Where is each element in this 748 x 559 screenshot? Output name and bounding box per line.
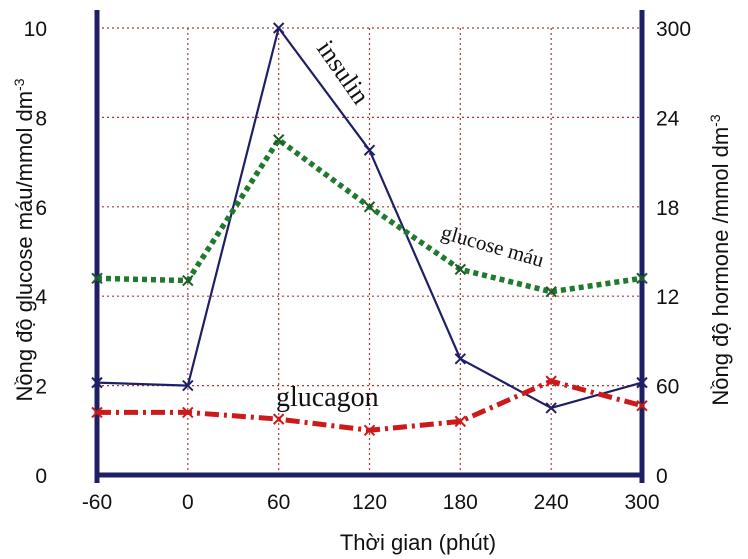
y-right-tick-label: 300 xyxy=(656,18,691,41)
x-tick-label: 180 xyxy=(443,491,478,514)
marker-stroke xyxy=(272,22,285,34)
glucagon-point xyxy=(454,415,467,428)
marker-stroke xyxy=(454,263,467,276)
marker-stroke xyxy=(272,134,285,146)
insulin-point xyxy=(91,376,103,389)
y-left-tick-label: 4 xyxy=(35,286,47,309)
y-right-title-superscript: -3 xyxy=(707,114,723,127)
glucose-mu-point xyxy=(272,134,285,146)
marker-stroke xyxy=(182,406,194,419)
marker-stroke xyxy=(454,415,467,428)
marker-stroke xyxy=(363,201,376,213)
marker-stroke xyxy=(91,406,103,419)
y-right-tick-label: 60 xyxy=(656,376,679,399)
glucagon-point xyxy=(636,400,648,412)
insulin-point xyxy=(363,144,376,156)
insulin-point xyxy=(545,402,557,414)
glucose-mu-point xyxy=(545,286,557,298)
y-left-tick-label: 0 xyxy=(35,465,47,488)
series-layer xyxy=(91,22,648,437)
insulin-label: insulin xyxy=(311,35,375,110)
insulin-point xyxy=(636,376,648,389)
y-right-axis-title: Nồng độ hormone /mmol dm-3 xyxy=(707,114,733,405)
y-right-title-text: Nồng độ hormone /mmol dm xyxy=(708,127,733,406)
x-tick-label: 120 xyxy=(352,491,387,514)
glucose-mu-point xyxy=(454,263,467,276)
marker-stroke xyxy=(363,424,376,437)
marker-stroke xyxy=(636,376,648,389)
glucagon-point xyxy=(182,406,194,419)
y-right-tick-label: 18 xyxy=(656,197,679,220)
insulin-point xyxy=(272,22,285,34)
glucagon-point xyxy=(272,413,285,425)
y-right-tick-label: 24 xyxy=(656,107,680,130)
y-left-title-superscript: -3 xyxy=(11,78,27,91)
series-labels: insulin glucose máu glucagon xyxy=(276,35,547,413)
axis-titles: Thời gian (phút) Nồng độ glucose máu/mmo… xyxy=(11,78,733,555)
glucagon-label: glucagon xyxy=(276,382,379,413)
glucose-mu-point xyxy=(182,274,194,287)
glucagon-point xyxy=(91,406,103,419)
y-right-tick-label: 12 xyxy=(656,286,679,309)
x-tick-label: 60 xyxy=(267,491,290,514)
marker-stroke xyxy=(636,400,648,412)
marker-stroke xyxy=(454,353,467,365)
marker-stroke xyxy=(363,144,376,156)
x-tick-label: 0 xyxy=(182,491,194,514)
y-left-tick-label: 2 xyxy=(35,376,47,399)
y-left-tick-label: 10 xyxy=(24,18,47,41)
marker-stroke xyxy=(91,376,103,389)
y-left-title-text: Nồng độ glucose máu/mmol dm xyxy=(12,91,37,402)
marker-stroke xyxy=(182,274,194,287)
glucagon-point xyxy=(545,375,557,387)
marker-stroke xyxy=(545,375,557,387)
x-axis-title: Thời gian (phút) xyxy=(340,530,496,555)
marker-stroke xyxy=(91,272,103,285)
axes xyxy=(94,10,645,483)
y-right-tick-label: 0 xyxy=(656,465,668,488)
y-left-tick-label: 6 xyxy=(35,197,47,220)
marker-stroke xyxy=(636,272,648,285)
insulin-point xyxy=(454,353,467,365)
glucose-mu-point xyxy=(636,272,648,285)
y-left-axis-title: Nồng độ glucose máu/mmol dm-3 xyxy=(11,78,37,401)
x-tick-label: 240 xyxy=(534,491,569,514)
glucose-label: glucose máu xyxy=(439,220,548,272)
glucose-mu-point xyxy=(363,201,376,213)
marker-stroke xyxy=(272,413,285,425)
glucose-mu-point xyxy=(91,272,103,285)
x-tick-label: -60 xyxy=(82,491,112,514)
marker-stroke xyxy=(182,379,194,392)
marker-stroke xyxy=(545,286,557,298)
marker-stroke xyxy=(545,402,557,414)
glucagon-point xyxy=(363,424,376,437)
y-left-tick-label: 8 xyxy=(35,107,47,130)
insulin-point xyxy=(182,379,194,392)
x-tick-label: 300 xyxy=(624,491,659,514)
